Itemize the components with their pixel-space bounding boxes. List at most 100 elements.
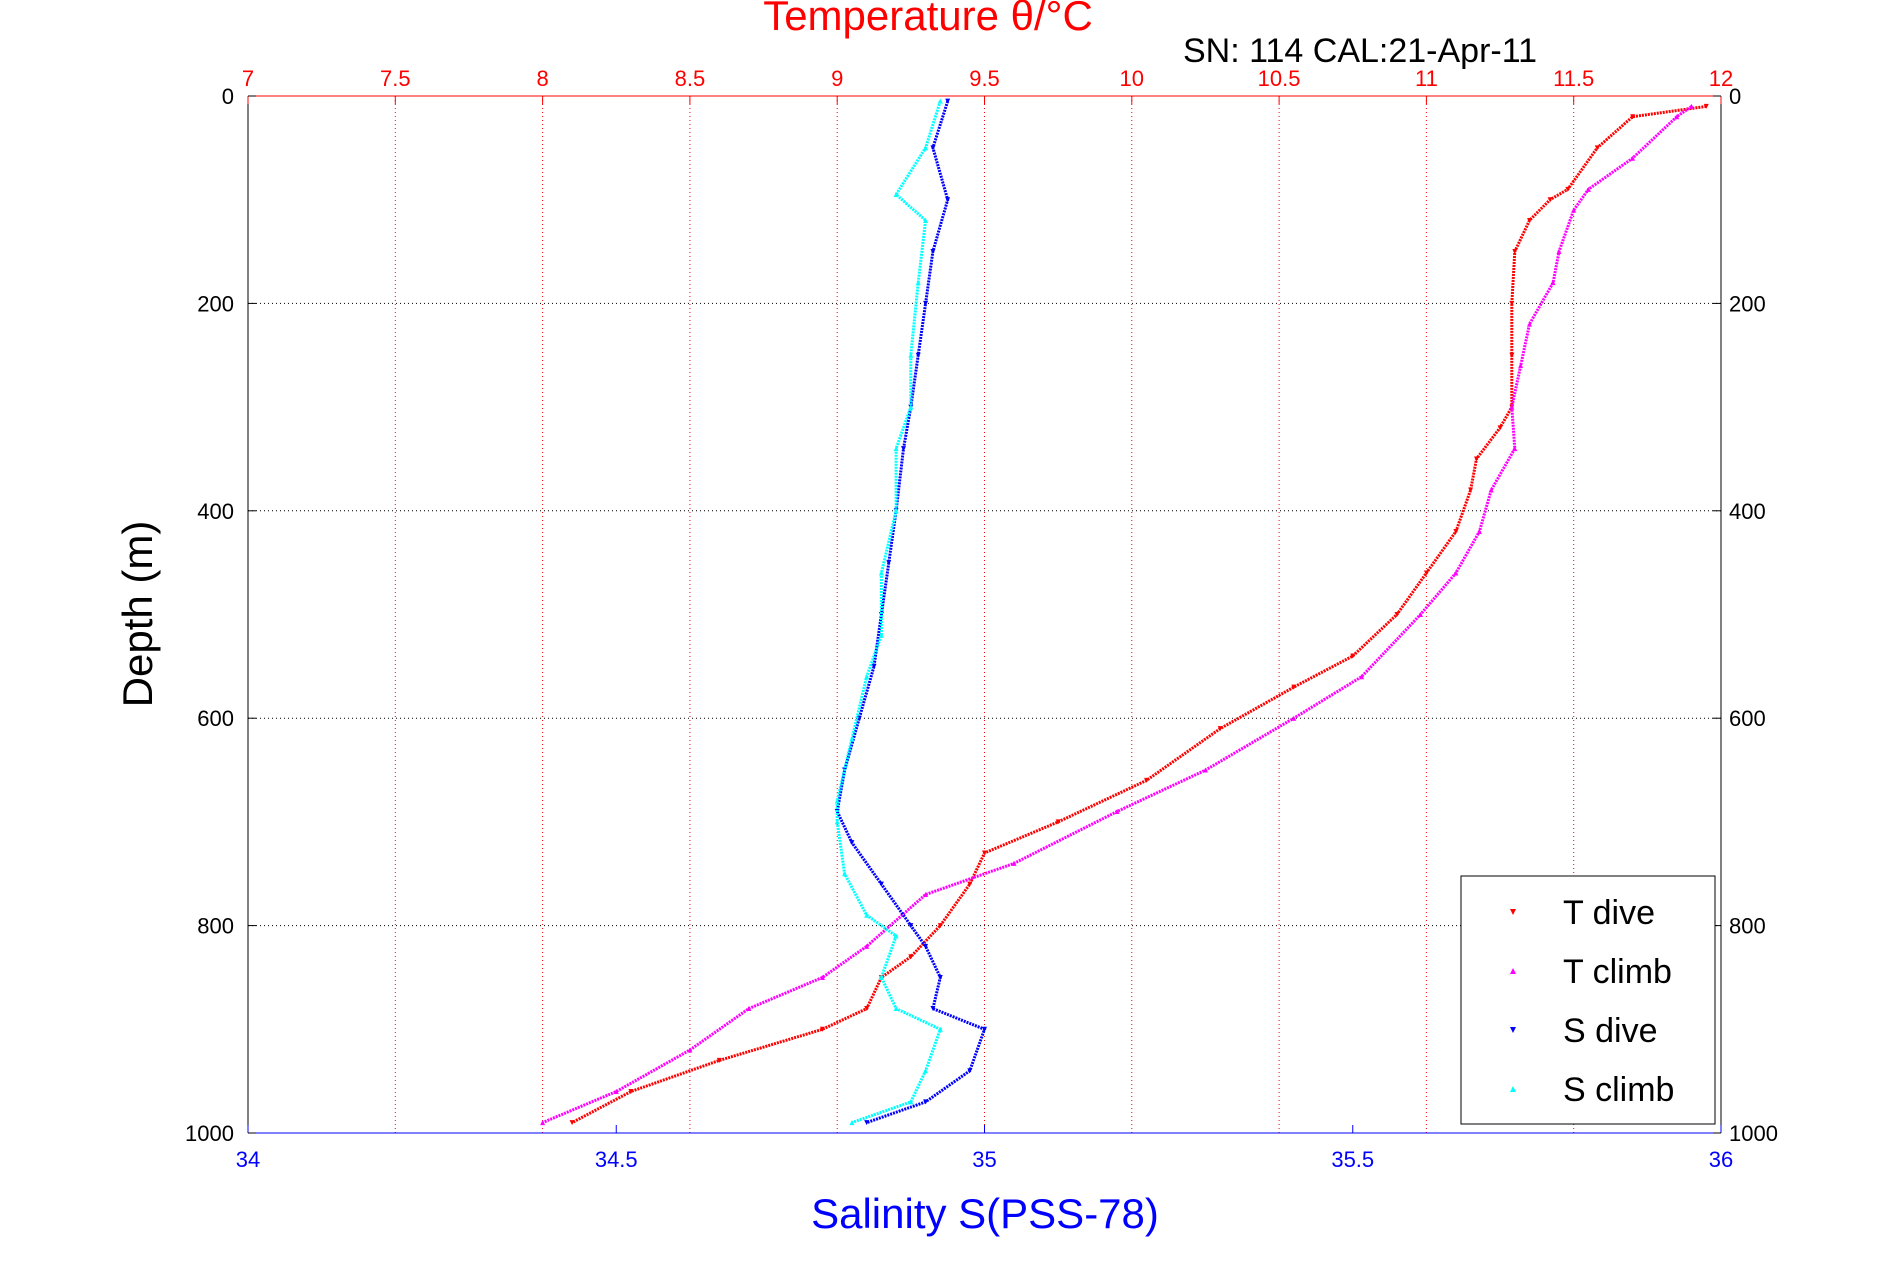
bottom-axis-ticks: 34 34.5 35 35.5 36	[236, 1125, 1733, 1172]
data-point	[1550, 280, 1556, 286]
data-point	[937, 923, 943, 929]
legend-marker	[1510, 968, 1516, 974]
data-point	[937, 974, 943, 980]
data-point	[842, 871, 848, 877]
legend-marker	[1510, 909, 1516, 915]
data-point	[967, 1068, 973, 1074]
data-point	[1527, 217, 1533, 223]
data-point	[915, 352, 921, 358]
bottom-tick-label: 34.5	[595, 1147, 638, 1172]
data-point	[687, 1047, 693, 1053]
data-point	[1674, 114, 1680, 120]
data-point	[893, 1006, 899, 1012]
data-point	[930, 145, 936, 151]
data-point	[893, 508, 899, 514]
data-point	[1453, 529, 1459, 535]
data-point	[1630, 114, 1636, 120]
data-point	[1571, 207, 1577, 213]
data-point	[834, 798, 840, 804]
data-point	[908, 404, 914, 410]
data-point	[1291, 684, 1297, 690]
data-point	[900, 446, 906, 452]
data-point	[1630, 155, 1636, 161]
left-tick-label: 0	[222, 84, 234, 109]
top-tick-label: 7.5	[380, 66, 411, 91]
horizontal-gridlines	[248, 302, 1721, 927]
right-tick-label: 200	[1729, 291, 1766, 316]
top-tick-label: 10.5	[1258, 66, 1301, 91]
data-point	[908, 923, 914, 929]
data-point	[1518, 363, 1524, 369]
data-point	[849, 1120, 855, 1126]
chart-subtitle: SN: 114 CAL:21-Apr-11	[1183, 32, 1537, 70]
series-trace	[835, 100, 943, 1125]
data-point	[908, 954, 914, 960]
left-axis-ticks: 0 200 400 600 800 1000	[185, 84, 256, 1146]
legend-items: T dive T climb S dive S climb	[1510, 894, 1674, 1109]
series-layer	[540, 98, 1709, 1126]
data-point	[937, 98, 943, 104]
data-point	[923, 217, 929, 223]
data-point	[945, 98, 951, 104]
data-point	[878, 974, 884, 980]
data-point	[849, 840, 855, 846]
right-tick-label: 800	[1729, 914, 1766, 939]
legend-label: T dive	[1563, 894, 1655, 932]
data-point	[1468, 487, 1474, 493]
x-axis-label: Salinity S(PSS-78)	[811, 1190, 1159, 1237]
legend-label: S dive	[1563, 1012, 1658, 1050]
data-point	[945, 197, 951, 203]
bottom-tick-label: 35	[972, 1147, 996, 1172]
data-point	[569, 1120, 575, 1126]
top-tick-label: 8	[536, 66, 548, 91]
data-point	[908, 1099, 914, 1105]
legend-marker	[1510, 1027, 1516, 1033]
data-point	[1202, 767, 1208, 773]
data-point	[746, 1006, 752, 1012]
data-point	[982, 1026, 987, 1032]
legend-label: T climb	[1563, 953, 1672, 991]
top-axis-ticks: 7 7.5 8 8.5 9 9.5 10 10.5 11 11.5 12	[242, 66, 1733, 104]
left-tick-label: 1000	[185, 1121, 234, 1146]
data-point	[834, 819, 840, 825]
data-point	[908, 352, 914, 358]
legend-box	[1460, 875, 1716, 1125]
data-point	[1473, 456, 1479, 462]
data-point	[886, 560, 892, 566]
data-point	[1585, 186, 1591, 192]
data-point	[937, 1026, 943, 1032]
series-t-climb	[540, 103, 1695, 1126]
data-point	[923, 145, 929, 151]
top-tick-label: 8.5	[675, 66, 706, 91]
data-point	[893, 446, 899, 452]
data-point	[864, 1006, 870, 1012]
data-point	[1509, 404, 1515, 410]
data-point	[923, 891, 929, 897]
data-point	[1114, 809, 1120, 815]
series-s-climb	[834, 98, 943, 1126]
data-point	[864, 943, 870, 949]
data-point	[893, 192, 899, 198]
data-point	[1509, 352, 1515, 358]
data-point	[540, 1120, 546, 1126]
right-axis-ticks: 0 200 400 600 800 1000	[1713, 84, 1778, 1146]
data-point	[1547, 197, 1553, 203]
legend: T dive T climb S dive S climb	[1460, 875, 1716, 1125]
data-point	[1423, 570, 1429, 576]
data-point	[1703, 103, 1709, 109]
top-tick-label: 12	[1709, 66, 1733, 91]
data-point	[923, 1099, 929, 1105]
data-point	[1217, 726, 1223, 732]
right-tick-label: 400	[1729, 499, 1766, 524]
data-point	[1512, 446, 1518, 452]
data-point	[1144, 777, 1150, 783]
right-tick-label: 1000	[1729, 1121, 1778, 1146]
right-tick-label: 600	[1729, 706, 1766, 731]
data-point	[878, 570, 884, 576]
data-point	[1011, 860, 1017, 866]
top-tick-label: 11.5	[1553, 66, 1594, 91]
data-point	[1476, 529, 1482, 535]
data-point	[849, 736, 855, 742]
data-point	[923, 1068, 929, 1074]
